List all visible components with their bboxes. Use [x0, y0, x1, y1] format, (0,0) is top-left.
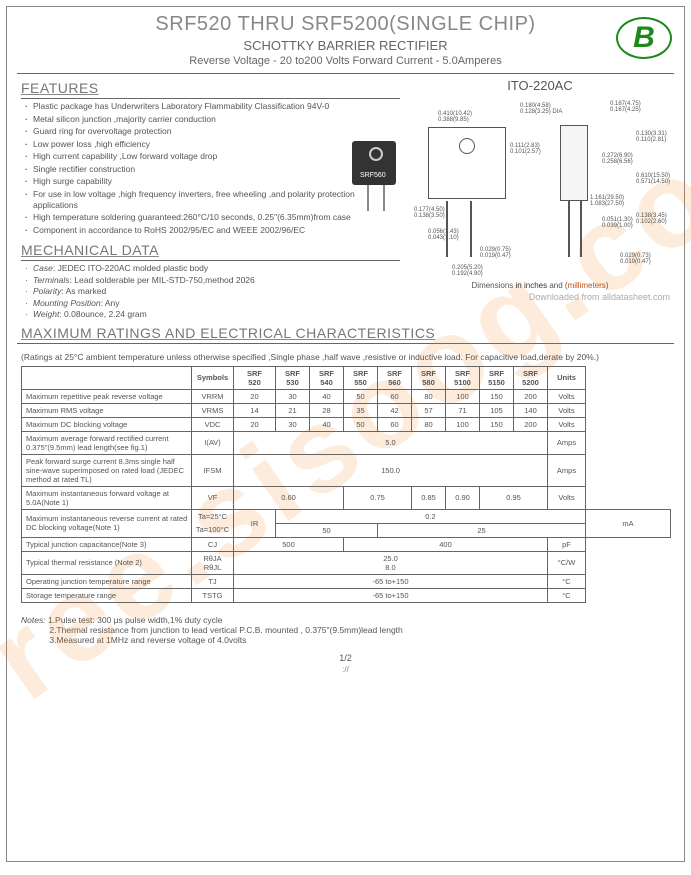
feature-item: High temperature soldering guaranteed:26…	[25, 212, 400, 223]
mechanical-heading: MECHANICAL DATA	[21, 240, 400, 258]
component-image: SRF560	[352, 141, 400, 215]
features-list: Plastic package has Underwriters Laborat…	[21, 101, 400, 236]
feature-item: Low power loss ,high efficiency	[25, 139, 400, 150]
page-title: SRF520 THRU SRF5200(SINGLE CHIP)	[17, 13, 674, 36]
dimension-label: 0.258(6.56)	[602, 159, 633, 165]
dimension-label: 0.110(2.81)	[636, 137, 666, 143]
dimension-label: 0.019(0.47)	[480, 253, 511, 259]
feature-item: Single rectifier construction	[25, 164, 400, 175]
dimension-label: 0.167(4.25)	[610, 107, 641, 113]
mechanical-list: Case: JEDEC ITO-220AC molded plastic bod…	[21, 263, 400, 319]
mechanical-item: Case: JEDEC ITO-220AC molded plastic bod…	[25, 263, 400, 273]
dimension-label: 0.388(9.85)	[438, 117, 469, 123]
feature-item: High current capability ,Low forward vol…	[25, 151, 400, 162]
feature-item: Metal silicon junction ,majority carrier…	[25, 114, 400, 125]
dimension-label: 0.102(2.60)	[636, 219, 667, 225]
dimension-label: 1.083(27.50)	[590, 201, 624, 207]
dimension-label: 0.039(1.00)	[602, 223, 633, 229]
component-label: SRF560	[360, 172, 386, 179]
ratings-note: (Ratings at 25°C ambient temperature unl…	[21, 352, 670, 362]
footer-url: ://	[7, 665, 684, 674]
mechanical-item: Weight: 0.08ounce, 2.24 gram	[25, 309, 400, 319]
page-subtitle: SCHOTTKY BARRIER RECTIFIER	[17, 38, 674, 53]
dimension-label: 0.043(1.10)	[428, 235, 459, 241]
dimension-label: 0.101(2.57)	[510, 149, 541, 155]
table-notes: Notes: 1.Pulse test: 300 μs pulse width,…	[21, 615, 670, 645]
mechanical-item: Mounting Position: Any	[25, 298, 400, 308]
header: SRF520 THRU SRF5200(SINGLE CHIP) SCHOTTK…	[7, 7, 684, 71]
dimensions-note: Dimensions in inches and (millimeters)	[410, 281, 670, 290]
feature-item: Plastic package has Underwriters Laborat…	[25, 101, 400, 112]
package-drawing: 0.410(10.42)0.388(9.85)0.180(4.58)0.128(…	[410, 97, 670, 277]
mechanical-item: Polarity: As marked	[25, 286, 400, 296]
feature-item: Component in accordance to RoHS 2002/95/…	[25, 225, 400, 236]
dimension-label: 0.138(3.50)	[414, 213, 445, 219]
brand-logo	[616, 17, 672, 59]
page-number: 1/2	[7, 653, 684, 663]
dimension-label: 0.019(0.47)	[620, 259, 651, 265]
download-note: Downloaded from alldatasheet.com	[410, 292, 670, 302]
dimension-label: 0.571(14.50)	[636, 179, 670, 185]
feature-item: High surge capability	[25, 176, 400, 187]
package-label: ITO-220AC	[410, 78, 670, 93]
dimension-label: 0.192(4.90)	[452, 271, 483, 277]
features-heading: FEATURES	[21, 78, 400, 96]
ratings-heading: MAXIMUM RATINGS AND ELECTRICAL CHARACTER…	[7, 323, 684, 341]
dimension-label: 0.128(3.25) DIA	[520, 109, 562, 115]
page-subtitle2: Reverse Voltage - 20 to200 Volts Forward…	[17, 55, 674, 67]
ratings-table: SymbolsSRF520SRF530SRF540SRF550SRF560SRF…	[21, 366, 671, 603]
feature-item: For use in low voltage ,high frequency i…	[25, 189, 400, 211]
feature-item: Guard ring for overvoltage protection	[25, 126, 400, 137]
mechanical-item: Terminals: Lead solderable per MIL-STD-7…	[25, 275, 400, 285]
